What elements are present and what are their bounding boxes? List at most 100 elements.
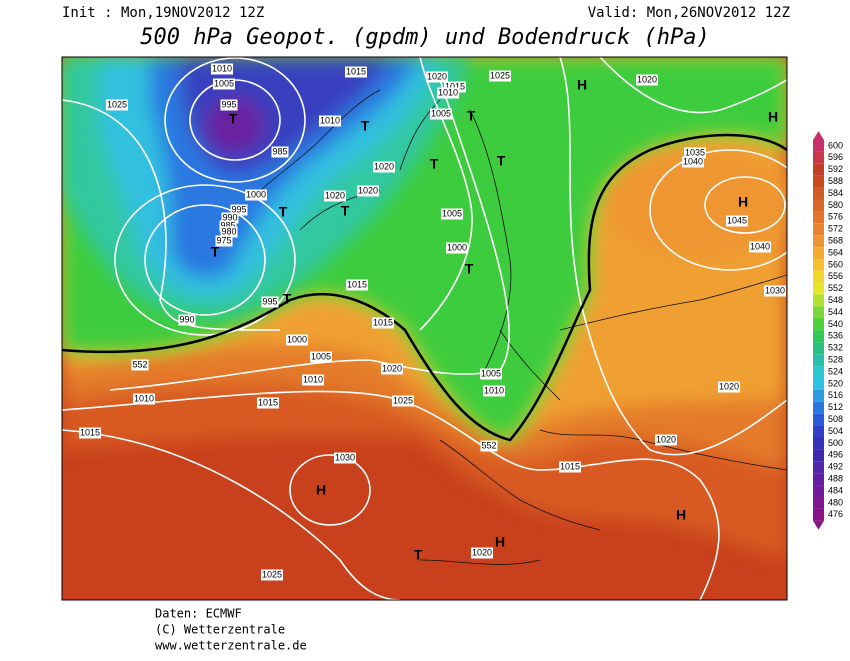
legend-swatch: [813, 163, 824, 176]
isobar-label: 1030: [765, 285, 785, 295]
isobar-label-group: 1045: [725, 215, 749, 227]
isobar-label-group: 1015: [371, 317, 395, 329]
legend-label: 488: [828, 474, 843, 484]
isobar-label-group: 1020: [356, 185, 380, 197]
map-title: 500 hPa Geopot. (gpdm) und Bodendruck (h…: [140, 25, 710, 50]
isobar-label-bg: [256, 397, 280, 409]
isobar-label-group: 1020: [470, 547, 494, 559]
legend-swatch: [813, 449, 824, 462]
pressure-center: T: [211, 244, 220, 260]
legend-label: 572: [828, 224, 843, 234]
pressure-center: T: [229, 111, 238, 127]
pressure-center: T: [414, 547, 423, 563]
isobar-label-bg: [178, 314, 196, 326]
isobar-label: 1025: [262, 569, 282, 579]
isobar-label-bg: [482, 385, 506, 397]
isobar-label-bg: [748, 241, 772, 253]
isobar-label: 1035: [685, 147, 705, 157]
isobar-label: 1015: [560, 461, 580, 471]
legend-swatch: [813, 140, 824, 152]
isobar-label: 995: [231, 204, 246, 214]
legend-label: 492: [828, 462, 843, 472]
isobar-label: 1015: [373, 317, 393, 327]
isobar-label: 985: [272, 146, 287, 156]
legend-label: 524: [828, 366, 843, 376]
isobar-label-group: 1000: [244, 189, 268, 201]
isobar-label-bg: [725, 215, 749, 227]
legend-label: 500: [828, 438, 843, 448]
isobar-label-group: 1010: [436, 87, 460, 99]
isobar-label-group: 1015: [344, 66, 368, 78]
isobar-label-group: 1015: [78, 427, 102, 439]
isobar-label: 990: [222, 212, 237, 222]
contour-label-group: 552: [480, 440, 498, 452]
isobar-label-group: 1020: [635, 74, 659, 86]
legend-swatch: [813, 425, 824, 438]
contour-label: 552: [132, 359, 147, 369]
legend-label: 564: [828, 247, 843, 257]
isobar-label-bg: [230, 204, 248, 216]
isobar-label: 980: [221, 226, 236, 236]
legend-swatch: [813, 389, 824, 402]
legend-label: 536: [828, 331, 843, 341]
isobar-label: 1005: [481, 368, 501, 378]
pressure-center: T: [283, 291, 292, 307]
isobar-label-group: 1000: [445, 242, 469, 254]
isobar-label-group: 1020: [380, 363, 404, 375]
isobar-label-group: 1015: [256, 397, 280, 409]
isobar-label-bg: [212, 78, 236, 90]
isobar-label-bg: [318, 115, 342, 127]
isobar-label: 1020: [656, 434, 676, 444]
legend-label: 584: [828, 188, 843, 198]
isobar-label-group: 1010: [210, 63, 234, 75]
isobar-label-bg: [654, 434, 678, 446]
legend-label: 528: [828, 355, 843, 365]
isobar-label: 1015: [347, 279, 367, 289]
isobar-label-group: 1005: [309, 351, 333, 363]
legend-swatch: [813, 211, 824, 224]
legend-swatch: [813, 473, 824, 486]
isobar-label-bg: [301, 374, 325, 386]
isobar-label-group: 1040: [748, 241, 772, 253]
legend-label: 556: [828, 271, 843, 281]
isobar-label-bg: [681, 156, 705, 168]
isobar-label: 1010: [320, 115, 340, 125]
legend-swatch: [813, 235, 824, 248]
isobar-label: 1000: [447, 242, 467, 252]
isobar-label-bg: [445, 242, 469, 254]
legend-label: 484: [828, 485, 843, 495]
isobar-label-group: 1020: [425, 71, 449, 83]
legend-label: 560: [828, 259, 843, 269]
legend-swatch: [813, 342, 824, 355]
isobar-label-group: 1025: [488, 70, 512, 82]
legend-label: 520: [828, 378, 843, 388]
isobar-label-group: 1025: [105, 99, 129, 111]
isobar-label-group: 1000: [285, 334, 309, 346]
isobar-label: 985: [220, 220, 235, 230]
isobar-label-group: 1015: [558, 461, 582, 473]
legend-label: 548: [828, 295, 843, 305]
isobar-label-group: 1020: [372, 161, 396, 173]
isobar-label-group: 1005: [429, 108, 453, 120]
isobar-label: 1000: [287, 334, 307, 344]
isobar-label-bg: [345, 279, 369, 291]
legend-swatch: [813, 366, 824, 378]
isobar-label-group: 995: [220, 99, 238, 111]
pressure-center: H: [676, 507, 686, 523]
isobar-label-group: 985: [271, 146, 289, 158]
isobar-label: 1020: [719, 381, 739, 391]
isobar-label-group: 1040: [681, 156, 705, 168]
pressure-center: T: [341, 203, 350, 219]
isobar-label-group: 1005: [212, 78, 236, 90]
isobar-label: 1025: [393, 395, 413, 405]
isobar-label-bg: [244, 189, 268, 201]
isobar-label: 1025: [107, 99, 127, 109]
isobar-label-bg: [260, 569, 284, 581]
legend-swatch: [813, 294, 824, 307]
isobar-label: 1010: [303, 374, 323, 384]
isobar-label-group: 985: [219, 220, 237, 232]
isobar-label-bg: [391, 395, 415, 407]
coastlines: [249, 89, 787, 565]
isobar-label-group: 975: [215, 235, 233, 247]
